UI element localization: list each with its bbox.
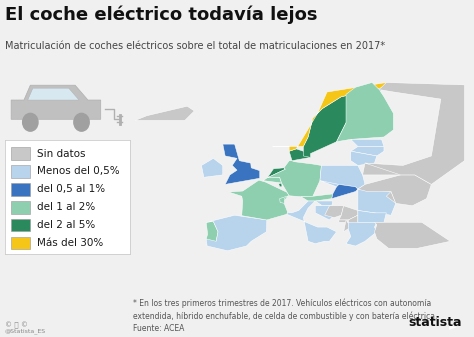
Polygon shape	[346, 222, 377, 246]
Polygon shape	[135, 106, 194, 120]
Polygon shape	[339, 206, 358, 220]
Polygon shape	[315, 206, 334, 220]
Polygon shape	[201, 158, 223, 177]
Polygon shape	[267, 168, 285, 178]
Polygon shape	[365, 83, 465, 184]
Text: Más del 30%: Más del 30%	[37, 238, 104, 248]
Text: El coche eléctrico todavía lejos: El coche eléctrico todavía lejos	[5, 5, 317, 24]
Bar	[11, 165, 30, 178]
Polygon shape	[374, 222, 450, 248]
Polygon shape	[280, 196, 289, 203]
Polygon shape	[348, 215, 358, 227]
Polygon shape	[279, 183, 282, 187]
Polygon shape	[358, 189, 396, 215]
Polygon shape	[363, 163, 403, 175]
Text: del 1 al 2%: del 1 al 2%	[37, 202, 96, 212]
Text: del 0,5 al 1%: del 0,5 al 1%	[37, 184, 106, 194]
Bar	[11, 237, 30, 249]
Polygon shape	[273, 83, 386, 151]
Bar	[11, 201, 30, 214]
Polygon shape	[301, 194, 333, 201]
Polygon shape	[28, 88, 79, 100]
Bar	[11, 219, 30, 232]
Text: Sin datos: Sin datos	[37, 149, 86, 159]
Polygon shape	[344, 220, 351, 232]
Polygon shape	[303, 87, 384, 157]
Polygon shape	[358, 211, 386, 222]
Polygon shape	[358, 175, 431, 206]
Text: Fuente: ACEA: Fuente: ACEA	[133, 324, 184, 333]
Polygon shape	[223, 144, 260, 184]
Polygon shape	[320, 165, 365, 189]
Polygon shape	[325, 206, 344, 218]
Polygon shape	[289, 149, 310, 161]
Polygon shape	[320, 181, 339, 187]
Polygon shape	[206, 215, 267, 251]
Polygon shape	[332, 184, 358, 198]
Polygon shape	[287, 201, 337, 244]
Text: del 2 al 5%: del 2 al 5%	[37, 220, 96, 230]
Polygon shape	[315, 201, 333, 206]
Text: * En los tres primeros trimestres de 2017. Vehículos eléctricos con autonomía
ex: * En los tres primeros trimestres de 201…	[133, 298, 437, 321]
Bar	[11, 183, 30, 196]
Polygon shape	[267, 161, 321, 197]
Polygon shape	[263, 177, 282, 183]
Polygon shape	[351, 147, 384, 156]
Polygon shape	[228, 180, 289, 220]
Polygon shape	[206, 221, 218, 246]
Text: Menos del 0,5%: Menos del 0,5%	[37, 166, 120, 177]
Polygon shape	[351, 151, 377, 165]
Text: statista: statista	[409, 315, 462, 329]
Polygon shape	[11, 85, 100, 119]
Polygon shape	[351, 140, 384, 147]
Text: © ⓘ ©: © ⓘ ©	[5, 321, 28, 329]
Circle shape	[74, 113, 89, 131]
Polygon shape	[386, 191, 396, 203]
Bar	[11, 147, 30, 160]
Text: Matriculación de coches eléctricos sobre el total de matriculaciones en 2017*: Matriculación de coches eléctricos sobre…	[5, 41, 385, 51]
Polygon shape	[337, 184, 358, 189]
Polygon shape	[339, 220, 348, 222]
Polygon shape	[337, 83, 393, 142]
Text: @Statista_ES: @Statista_ES	[5, 329, 46, 334]
Circle shape	[23, 113, 38, 131]
Text: ►: ►	[449, 321, 456, 331]
